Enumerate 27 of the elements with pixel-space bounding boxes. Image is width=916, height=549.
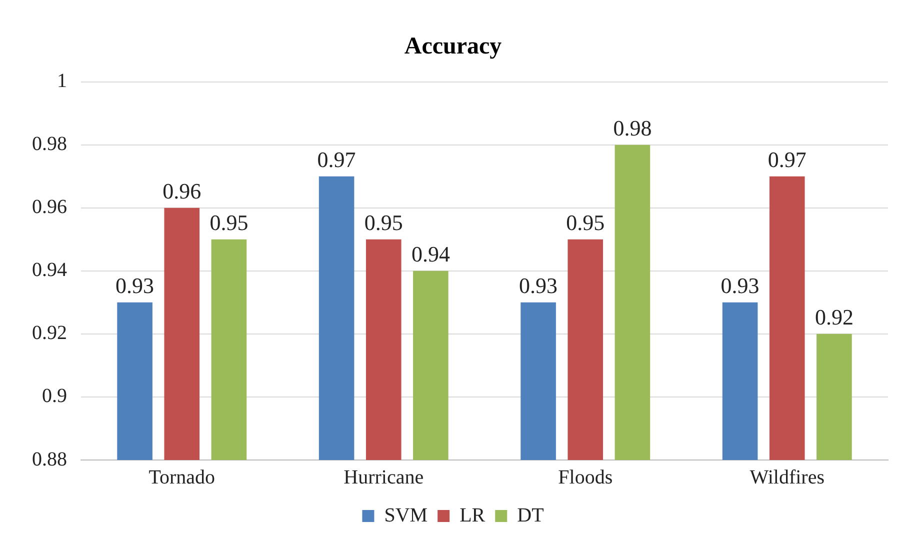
data-label: 0.95 xyxy=(566,210,605,236)
y-tick-label: 0.96 xyxy=(32,196,67,218)
data-label: 0.93 xyxy=(519,273,558,298)
data-label: 0.96 xyxy=(162,178,202,204)
y-tick-label: 1 xyxy=(57,70,67,92)
y-tick-label: 0.9 xyxy=(42,385,67,408)
data-label: 0.92 xyxy=(814,304,854,330)
x-tick-label: Tornado xyxy=(148,466,216,488)
data-label: 0.98 xyxy=(613,116,652,141)
y-tick-label: 0.98 xyxy=(32,133,67,156)
y-tick-label: 0.92 xyxy=(32,322,67,344)
x-tick-label: Floods xyxy=(558,466,613,488)
data-label: 0.95 xyxy=(210,210,248,236)
y-tick-label: 0.88 xyxy=(32,448,67,470)
chart-title: Accuracy xyxy=(404,34,502,60)
legend-label: SVM xyxy=(384,504,428,526)
data-label: 0.97 xyxy=(768,147,806,172)
data-label: 0.93 xyxy=(116,273,154,298)
data-label: 0.97 xyxy=(317,147,356,172)
legend-label: DT xyxy=(517,504,544,526)
x-tick-label: Hurricane xyxy=(344,466,424,488)
data-label: 0.94 xyxy=(411,242,450,267)
data-label: 0.93 xyxy=(720,273,760,298)
legend-label: LR xyxy=(460,504,486,526)
data-label: 0.95 xyxy=(364,210,403,236)
y-tick-label: 0.94 xyxy=(32,259,67,282)
x-tick-label: Wildfires xyxy=(750,466,825,488)
